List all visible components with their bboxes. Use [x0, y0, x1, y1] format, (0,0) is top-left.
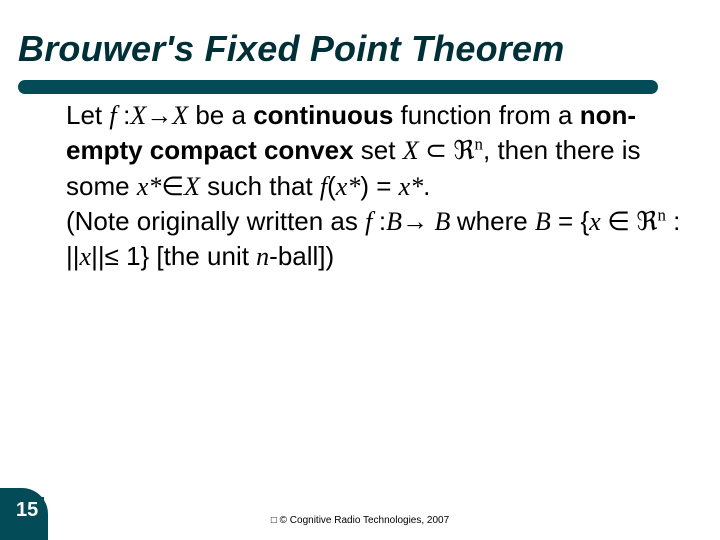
colon2: : — [379, 206, 386, 236]
period: . — [423, 171, 430, 201]
body-text: Let — [66, 100, 109, 130]
arrow: → — [146, 101, 172, 130]
xstar3: x* — [399, 172, 424, 201]
footer-copyright: □ © Cognitive Radio Technologies, 2007 — [0, 515, 720, 526]
arrow2: → — [402, 207, 435, 236]
sup-n1: n — [475, 135, 483, 154]
set-B3: B — [535, 207, 551, 236]
norm-le1-unit: ||≤ 1} [the unit — [91, 241, 256, 271]
set-X4: X — [184, 172, 200, 201]
set-X1: X — [130, 101, 146, 130]
in-Rn: ∈ ℜ — [601, 207, 658, 236]
xstar2: x* — [336, 172, 361, 201]
kw-continuous: continuous — [253, 100, 393, 130]
eq-openbrace: = { — [551, 206, 589, 236]
where: where — [457, 206, 535, 236]
body-text: set — [354, 135, 403, 165]
set-X2: X — [172, 101, 188, 130]
set-B2: B — [434, 207, 456, 236]
page-number: 15 — [12, 497, 44, 524]
note-open: (Note originally written as — [66, 206, 365, 236]
var-x2: x — [80, 242, 92, 271]
set-B1: B — [386, 207, 402, 236]
body-text: be a — [188, 100, 253, 130]
slide: Brouwer's Fixed Point Theorem Let f :X→X… — [0, 0, 720, 540]
lparen: ( — [327, 171, 336, 201]
slide-body: Let f :X→X be a continuous function from… — [66, 98, 690, 275]
var-x1: x — [589, 207, 601, 236]
eq: ) = — [360, 171, 398, 201]
fn-f3: f — [365, 207, 379, 236]
title-underline-bar — [18, 80, 658, 94]
var-n: n — [256, 242, 269, 271]
fn-f: f — [109, 101, 123, 130]
sup-n2: n — [658, 205, 666, 224]
ball-close: -ball]) — [269, 241, 334, 271]
body-text: such that — [200, 171, 320, 201]
body-text: function from a — [393, 100, 579, 130]
subset-Rn: ⊂ ℜ — [419, 136, 475, 165]
xstar1: x* — [137, 172, 162, 201]
set-X3: X — [403, 136, 419, 165]
slide-title: Brouwer's Fixed Point Theorem — [18, 28, 564, 70]
in1: ∈ — [161, 172, 184, 201]
